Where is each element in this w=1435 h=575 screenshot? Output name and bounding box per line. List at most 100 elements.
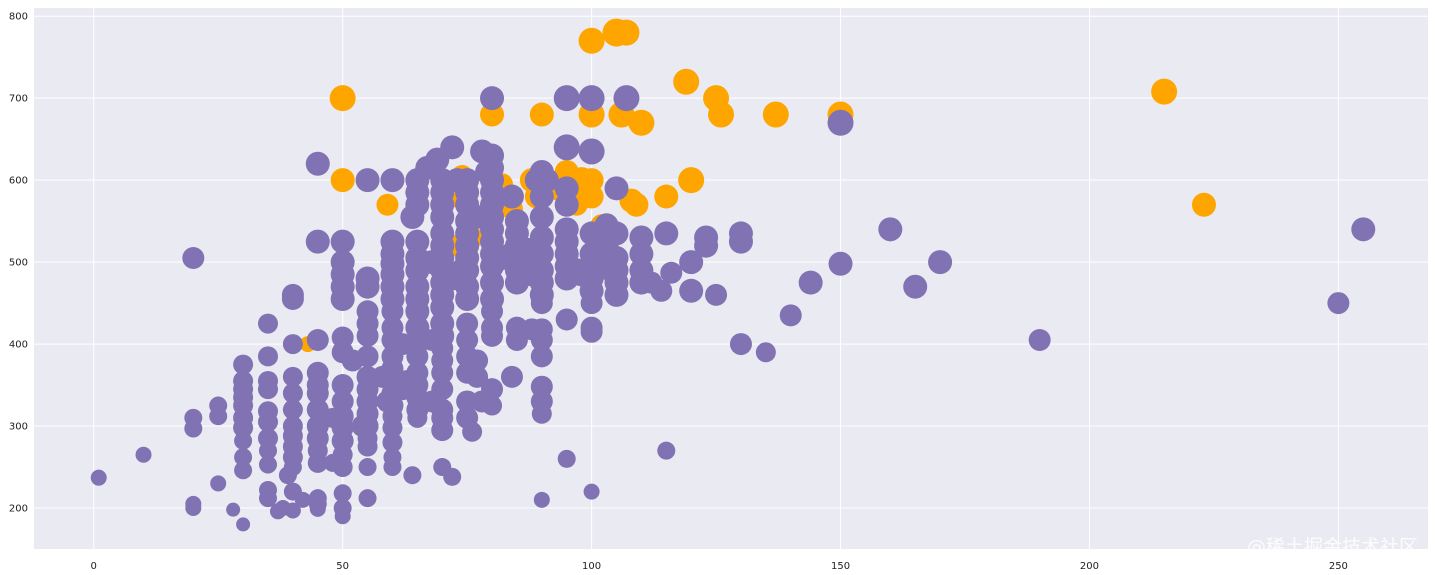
scatter-point (728, 229, 753, 254)
scatter-point (705, 283, 728, 306)
scatter-point (650, 279, 673, 302)
scatter-point (654, 184, 679, 209)
scatter-point (798, 270, 823, 295)
series-1 (90, 85, 1376, 532)
data-points (90, 18, 1376, 532)
scatter-point (462, 421, 483, 442)
scatter-point (580, 292, 603, 315)
y-tick-label: 500 (9, 258, 28, 269)
scatter-point (403, 466, 422, 485)
scatter-point (382, 417, 403, 438)
scatter-point (381, 300, 404, 323)
scatter-point (430, 205, 455, 230)
scatter-point (878, 217, 903, 242)
scatter-point (928, 250, 953, 275)
scatter-point (282, 383, 303, 404)
scatter-point (431, 378, 454, 401)
scatter-point (330, 286, 355, 311)
scatter-point (306, 328, 329, 351)
scatter-point (762, 101, 789, 128)
scatter-point (257, 411, 278, 432)
scatter-point (333, 484, 352, 503)
scatter-point (604, 176, 629, 201)
scatter-point (455, 258, 480, 283)
scatter-point (578, 27, 605, 54)
scatter-point (529, 241, 554, 266)
y-tick-label: 200 (9, 504, 28, 515)
scatter-point (226, 502, 241, 517)
scatter-point (443, 467, 462, 486)
scatter-point (455, 286, 480, 311)
scatter-point (481, 300, 504, 323)
scatter-point (466, 349, 489, 372)
scatter-point (331, 374, 354, 397)
scatter-point (629, 241, 654, 266)
scatter-point (628, 109, 655, 136)
scatter-point (530, 328, 553, 351)
scatter-point (604, 282, 629, 307)
scatter-point (307, 452, 328, 473)
x-tick-label: 50 (336, 561, 349, 572)
scatter-point (90, 469, 107, 486)
scatter-point (530, 345, 553, 368)
scatter-point (430, 295, 455, 320)
scatter-point (1151, 78, 1178, 105)
scatter-point (440, 135, 465, 160)
scatter-point (660, 261, 683, 284)
scatter-point (331, 429, 354, 452)
scatter-point (1191, 192, 1216, 217)
scatter-point (405, 229, 430, 254)
y-tick-label: 600 (9, 176, 28, 187)
scatter-point (407, 407, 428, 428)
scatter-point (405, 192, 430, 217)
scatter-point (481, 324, 504, 347)
scatter-point (578, 138, 605, 165)
scatter-point (257, 379, 278, 400)
scatter-point (282, 366, 303, 387)
x-tick-label: 250 (1329, 561, 1348, 572)
scatter-point (405, 299, 430, 324)
scatter-point (456, 328, 479, 351)
x-tick-labels: 0 50 100 150 200 250 (91, 561, 1348, 572)
scatter-point (284, 502, 301, 519)
scatter-point (233, 354, 254, 375)
scatter-point (579, 184, 604, 209)
scatter-point (282, 334, 303, 355)
scatter-point (827, 109, 854, 136)
scatter-point (903, 274, 928, 299)
scatter-point (233, 417, 254, 438)
scatter-point (555, 308, 578, 331)
scatter-point (382, 432, 403, 453)
scatter-point (282, 399, 303, 420)
scatter-point (534, 168, 559, 193)
scatter-point (529, 225, 554, 250)
scatter-point (673, 68, 700, 95)
y-tick-label: 300 (9, 422, 28, 433)
scatter-point (431, 419, 454, 442)
scatter-point (624, 192, 649, 217)
scatter-point (258, 441, 277, 460)
scatter-point (456, 312, 479, 335)
scatter-point (330, 229, 355, 254)
scatter-point (356, 324, 379, 347)
scatter-point (529, 102, 554, 127)
scatter-point (553, 85, 580, 112)
scatter-point (678, 167, 705, 194)
scatter-point (579, 168, 604, 193)
scatter-point (281, 287, 304, 310)
scatter-point (306, 382, 329, 405)
scatter-point (530, 292, 553, 315)
scatter-point (755, 342, 776, 363)
scatter-point (234, 448, 253, 467)
watermark-text: @稀土掘金技术社区 (1247, 536, 1418, 558)
scatter-point (185, 500, 202, 517)
scatter-point (1028, 328, 1051, 351)
x-tick-label: 150 (831, 561, 850, 572)
scatter-point (357, 436, 378, 457)
scatter-point (466, 365, 489, 388)
scatter-point (729, 333, 752, 356)
scatter-point (329, 85, 356, 112)
scatter-point (1351, 217, 1376, 242)
scatter-point (234, 461, 253, 480)
scatter-point (482, 395, 503, 416)
